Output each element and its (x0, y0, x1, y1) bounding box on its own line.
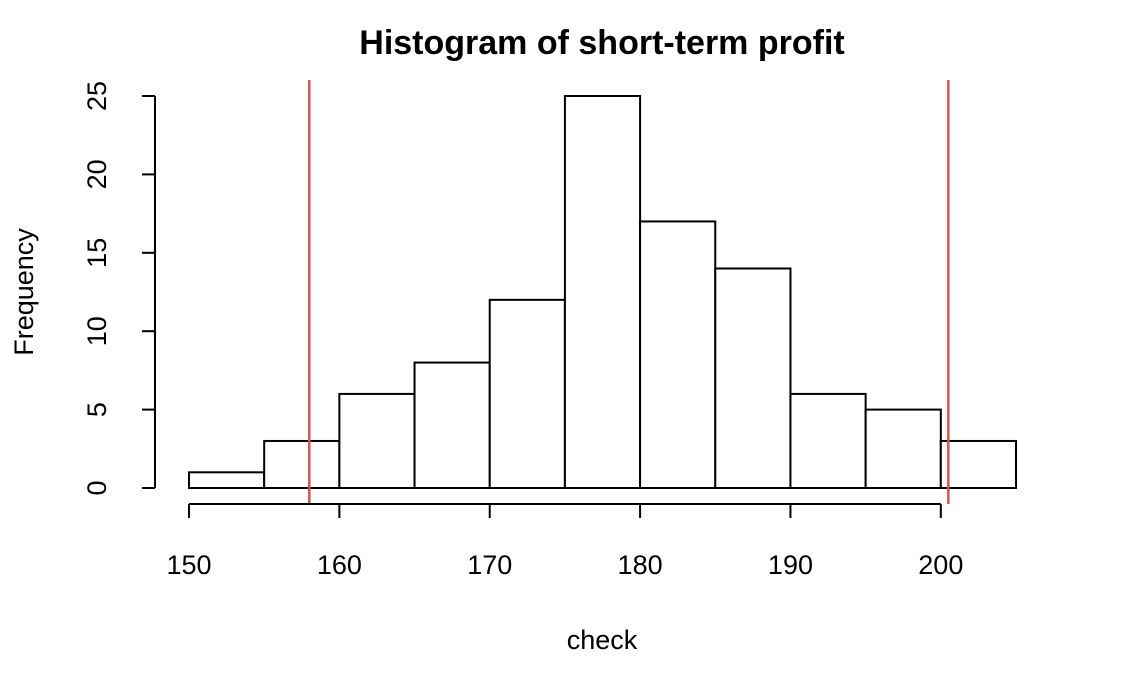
histogram-bar (864, 408, 942, 490)
histogram-bar (338, 392, 416, 490)
histogram-bar (488, 298, 566, 489)
x-axis-label: check (567, 625, 638, 655)
chart-title: Histogram of short-term profit (359, 24, 844, 62)
x-tick-label: 180 (618, 550, 663, 580)
y-tick-label: 15 (82, 238, 112, 268)
x-tick-label: 190 (768, 550, 813, 580)
x-ticks: 150 160 170 180 190 200 (166, 504, 963, 580)
histogram-bar (639, 220, 717, 489)
y-tick-label: 25 (82, 81, 112, 111)
x-tick-label: 170 (467, 550, 512, 580)
y-ticks: 0 5 10 15 20 25 (82, 81, 155, 496)
x-tick-label: 150 (166, 550, 211, 580)
y-tick-label: 0 (82, 480, 112, 495)
bars-group (188, 95, 1017, 490)
histogram-bar (263, 439, 341, 489)
histogram-bar (413, 361, 491, 489)
histogram-bar (714, 267, 792, 490)
histogram-bar (563, 95, 642, 489)
histogram-bar (188, 471, 266, 490)
y-axis: 0 5 10 15 20 25 (82, 81, 156, 496)
histogram-bar (789, 392, 867, 490)
x-tick-label: 160 (317, 550, 362, 580)
y-tick-label: 10 (82, 316, 112, 346)
y-tick-label: 20 (82, 159, 112, 189)
y-axis-label: Frequency (9, 228, 39, 356)
x-tick-label: 200 (918, 550, 963, 580)
x-axis: 150 160 170 180 190 200 (166, 503, 963, 580)
histogram-bar (939, 439, 1017, 489)
reference-lines-group (308, 80, 950, 504)
y-tick-label: 5 (82, 402, 112, 417)
